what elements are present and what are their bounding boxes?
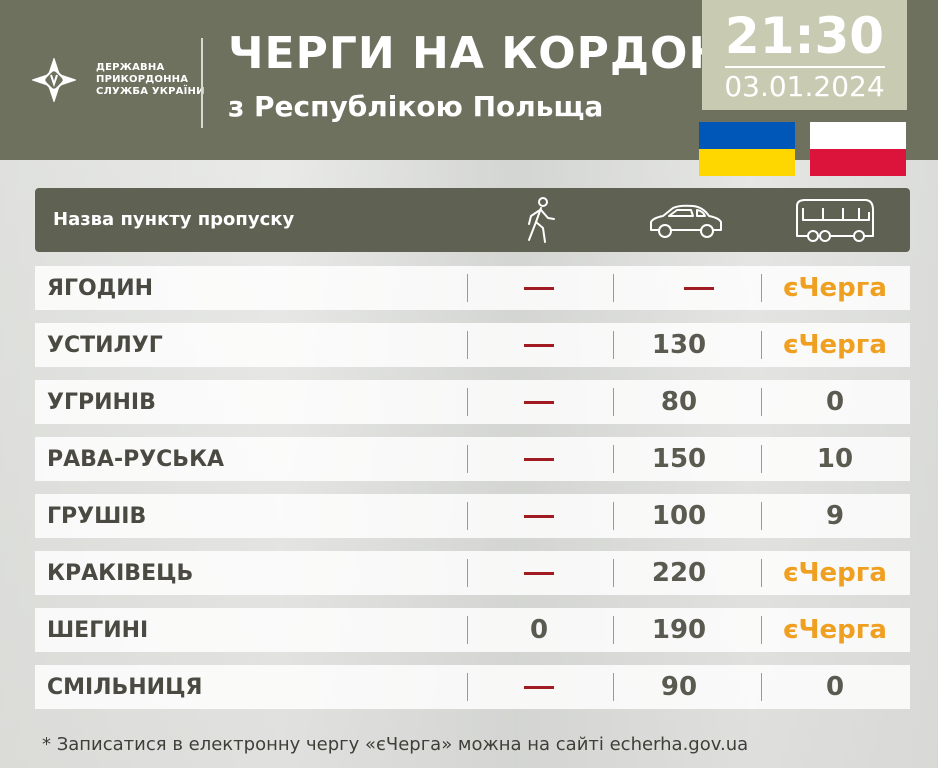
car-queue: 190 — [651, 615, 707, 645]
car-queue: 130 — [651, 330, 707, 360]
bus-queue: 0 — [825, 387, 845, 417]
page-title: ЧЕРГИ НА КОРДОНІ — [228, 28, 744, 79]
column-separator — [613, 331, 614, 359]
table-row: ШЕГИНІ 0 190 єЧерга — [35, 608, 910, 652]
column-separator — [761, 274, 762, 302]
time-rule — [724, 66, 885, 68]
table-row: ЯГОДИН єЧерга — [35, 266, 910, 310]
table-row: УСТИЛУГ 130 єЧерга — [35, 323, 910, 367]
column-separator — [613, 445, 614, 473]
column-separator — [613, 502, 614, 530]
bus-queue: 10 — [816, 444, 854, 474]
column-separator — [761, 445, 762, 473]
column-separator — [761, 673, 762, 701]
column-separator — [613, 616, 614, 644]
checkpoint-name: ШЕГИНІ — [47, 618, 149, 643]
car-queue: 150 — [651, 444, 707, 474]
timestamp-box: 21:30 03.01.2024 — [702, 0, 907, 110]
checkpoint-name: УГРИНІВ — [47, 390, 156, 415]
car-queue: 100 — [651, 501, 707, 531]
bus-queue: єЧерга — [783, 330, 887, 360]
bus-queue: єЧерга — [783, 615, 887, 645]
column-separator — [613, 559, 614, 587]
column-separator — [467, 502, 468, 530]
footnote: * Записатися в електронну чергу «єЧерга»… — [42, 734, 749, 755]
pedestrian-queue — [479, 443, 599, 475]
pedestrian-queue — [479, 671, 599, 703]
column-separator — [467, 616, 468, 644]
pedestrian-queue — [479, 329, 599, 361]
column-separator — [467, 331, 468, 359]
table-row: ГРУШІВ 100 9 — [35, 494, 910, 538]
table-row: СМІЛЬНИЦЯ 90 0 — [35, 665, 910, 709]
pedestrian-queue — [479, 386, 599, 418]
pedestrian-queue — [479, 557, 599, 589]
org-name: ДЕРЖАВНА ПРИКОРДОННА СЛУЖБА УКРАЇНИ — [96, 62, 205, 97]
border-guard-emblem-icon — [32, 58, 76, 102]
table-row: КРАКІВЕЦЬ 220 єЧерга — [35, 551, 910, 595]
table-row: РАВА-РУСЬКА 150 10 — [35, 437, 910, 481]
date: 03.01.2024 — [724, 70, 885, 103]
header-divider — [201, 38, 203, 128]
column-separator — [761, 616, 762, 644]
checkpoint-column-header: Назва пункту пропуску — [53, 209, 295, 230]
bus-queue: 9 — [825, 501, 845, 531]
table-header: Назва пункту пропуску — [35, 188, 910, 252]
poland-flag-icon — [810, 122, 906, 176]
pedestrian-queue — [479, 500, 599, 532]
bus-queue: єЧерга — [783, 273, 887, 303]
car-queue: 220 — [651, 558, 707, 588]
column-separator — [467, 274, 468, 302]
car-queue: 80 — [660, 387, 698, 417]
ukraine-flag-icon — [699, 122, 795, 176]
bus-queue: єЧерга — [783, 558, 887, 588]
checkpoint-name: КРАКІВЕЦЬ — [47, 561, 194, 586]
checkpoint-name: ЯГОДИН — [47, 276, 154, 301]
column-separator — [467, 445, 468, 473]
table-row: УГРИНІВ 80 0 — [35, 380, 910, 424]
header: ДЕРЖАВНА ПРИКОРДОННА СЛУЖБА УКРАЇНИ ЧЕРГ… — [0, 0, 938, 160]
column-separator — [467, 673, 468, 701]
column-separator — [761, 559, 762, 587]
column-separator — [613, 673, 614, 701]
column-separator — [613, 388, 614, 416]
bus-icon — [796, 199, 874, 242]
car-queue — [639, 272, 759, 304]
checkpoint-name: ГРУШІВ — [47, 504, 147, 529]
column-separator — [613, 274, 614, 302]
column-separator — [761, 331, 762, 359]
column-separator — [761, 502, 762, 530]
pedestrian-icon — [528, 197, 555, 243]
pedestrian-queue — [479, 272, 599, 304]
column-separator — [761, 388, 762, 416]
car-queue: 90 — [660, 672, 698, 702]
car-icon — [650, 204, 722, 238]
bus-queue: 0 — [825, 672, 845, 702]
checkpoint-name: РАВА-РУСЬКА — [47, 447, 225, 472]
pedestrian-queue: 0 — [529, 615, 549, 645]
page-subtitle: з Республікою Польща — [228, 90, 604, 123]
time: 21:30 — [724, 7, 885, 65]
column-separator — [467, 388, 468, 416]
checkpoint-name: СМІЛЬНИЦЯ — [47, 675, 203, 700]
column-separator — [467, 559, 468, 587]
checkpoint-name: УСТИЛУГ — [47, 333, 163, 358]
